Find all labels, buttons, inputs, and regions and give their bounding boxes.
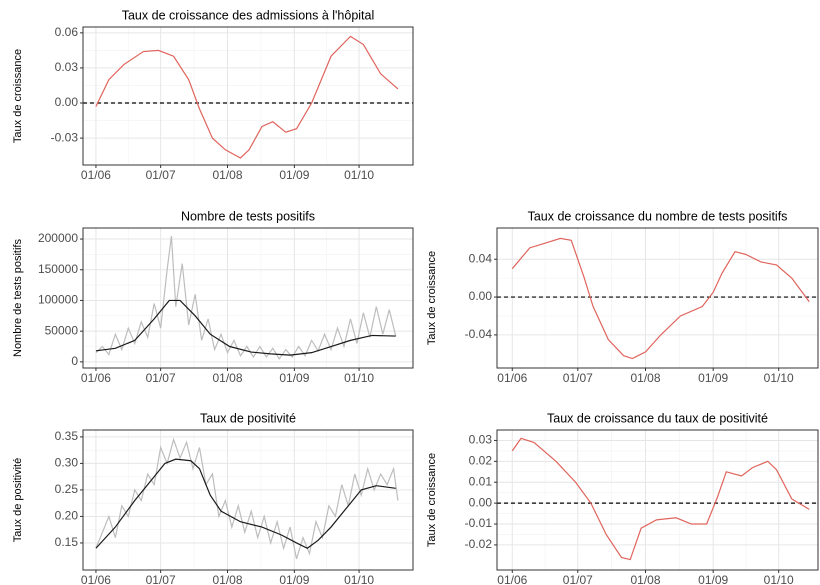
y-tick-label: 150000 [38, 262, 78, 276]
y-tick-label: 0.04 [469, 251, 493, 265]
y-tick-label: 0 [71, 354, 78, 368]
chart-title: Taux de croissance des admissions à l'hô… [122, 8, 375, 22]
y-tick-label: 0.02 [469, 454, 493, 468]
x-tick-label: 01/06 [81, 168, 111, 182]
panel: -0.03 0.00 0.03 0.06 01/06 01/07 01/08 01/09 01/… [12, 8, 414, 182]
y-tick-label: 0.25 [55, 482, 79, 496]
y-axis-label: Nombre de tests positifs [12, 239, 24, 357]
x-tick-label: 01/09 [279, 573, 309, 585]
y-axis-label: Taux de croissance [426, 251, 438, 345]
panel: 0 50000 100000 150000 200000 01/06 01/07 01/08 0… [12, 209, 414, 385]
plot-border [496, 227, 819, 369]
x-tick-label: 01/09 [698, 371, 728, 385]
plot-background [497, 228, 818, 368]
panel: -0.04 0.00 0.04 01/06 01/07 01/08 01/09 01/10 Ta… [426, 209, 819, 385]
plot-background [497, 430, 818, 570]
y-tick-label: 0.15 [55, 535, 79, 549]
x-tick-label: 01/10 [344, 168, 374, 182]
x-tick-label: 01/10 [344, 573, 374, 585]
panel: -0.02 -0.01 0.00 0.01 0.02 0.03 01/06 01/07 01/0… [426, 411, 819, 585]
plot-background [83, 228, 413, 368]
x-tick-label: 01/09 [698, 573, 728, 585]
chart-title: Taux de croissance du nombre de tests po… [528, 209, 788, 223]
y-tick-label: 0.03 [469, 433, 493, 447]
series-line [511, 437, 810, 561]
x-tick-label: 01/08 [212, 573, 242, 585]
y-tick-label: -0.04 [465, 327, 493, 341]
x-tick-label: 01/08 [630, 371, 660, 385]
y-tick-label: 0.06 [55, 25, 79, 39]
y-tick-label: 0.35 [55, 429, 79, 443]
series-line [95, 458, 396, 549]
plot-border [82, 26, 414, 166]
y-tick-label: 0.01 [469, 474, 493, 488]
x-tick-label: 01/07 [146, 371, 176, 385]
y-tick-label: 0.20 [55, 509, 79, 523]
y-axis-label: Taux de croissance [426, 453, 438, 547]
x-tick-label: 01/08 [630, 573, 660, 585]
y-tick-label: 50000 [45, 323, 79, 337]
y-axis-label: Taux de positivité [12, 458, 24, 542]
x-tick-label: 01/10 [764, 371, 794, 385]
y-tick-label: -0.01 [465, 516, 493, 530]
y-tick-label: 0.00 [469, 289, 493, 303]
x-tick-label: 01/09 [279, 168, 309, 182]
plot-border [82, 227, 414, 369]
x-tick-label: 01/06 [81, 371, 111, 385]
x-tick-label: 01/10 [344, 371, 374, 385]
x-tick-label: 01/08 [212, 371, 242, 385]
x-tick-label: 01/06 [497, 371, 527, 385]
y-tick-label: -0.03 [51, 130, 79, 144]
x-tick-label: 01/09 [279, 371, 309, 385]
series-line [95, 437, 399, 560]
chart-title: Taux de croissance du taux de positivité [547, 411, 768, 425]
plot-background [83, 27, 413, 165]
plot-border [82, 429, 414, 571]
y-tick-label: 200000 [38, 231, 78, 245]
x-tick-label: 01/07 [563, 573, 593, 585]
chart-title: Nombre de tests positifs [181, 209, 315, 223]
series-line [95, 299, 396, 356]
panel: 0.15 0.20 0.25 0.30 0.35 01/06 01/07 01/08 01/09… [12, 411, 414, 585]
x-tick-label: 01/07 [563, 371, 593, 385]
x-tick-label: 01/10 [764, 573, 794, 585]
series-line [95, 35, 399, 159]
x-tick-label: 01/07 [146, 573, 176, 585]
y-tick-label: 0.00 [55, 95, 79, 109]
series-line [511, 237, 810, 360]
plot-border [496, 429, 819, 571]
y-tick-label: 0.03 [55, 60, 79, 74]
y-tick-label: 100000 [38, 293, 78, 307]
y-axis-label: Taux de croissance [12, 49, 24, 143]
y-tick-label: -0.02 [465, 537, 493, 551]
chart-title: Taux de positivité [200, 411, 296, 425]
y-tick-label: 0.30 [55, 456, 79, 470]
y-tick-label: 0.00 [469, 495, 493, 509]
x-tick-label: 01/06 [497, 573, 527, 585]
x-tick-label: 01/06 [81, 573, 111, 585]
x-tick-label: 01/07 [146, 168, 176, 182]
plot-background [83, 430, 413, 570]
x-tick-label: 01/08 [212, 168, 242, 182]
